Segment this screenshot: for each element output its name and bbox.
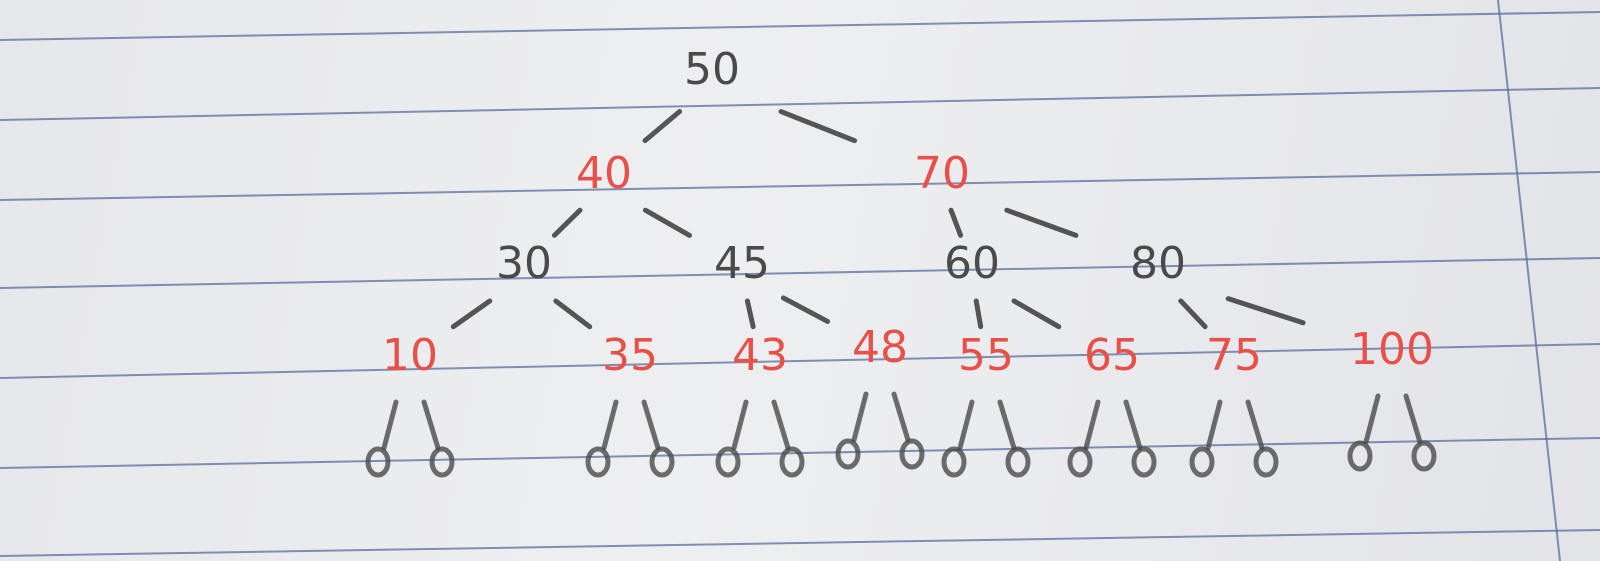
edge-n45-n43 [744, 298, 756, 330]
nil-leaf [365, 399, 399, 478]
nil-leaf [641, 399, 675, 478]
node-55: 55 [958, 330, 1014, 381]
node-45: 45 [714, 238, 770, 289]
node-75: 75 [1206, 330, 1262, 381]
edge-n50-n40 [642, 109, 683, 144]
node-70: 70 [914, 148, 970, 199]
margin-line [1497, 0, 1561, 561]
ruled-line [0, 87, 1600, 121]
node-43: 43 [732, 330, 788, 381]
node-10: 10 [382, 330, 438, 381]
node-35: 35 [602, 330, 658, 381]
edge-n40-n45 [642, 207, 693, 238]
edge-n70-n60 [948, 207, 964, 238]
edge-n70-n80 [1004, 207, 1079, 238]
node-60: 60 [944, 238, 1000, 289]
edge-n80-n75 [1178, 298, 1208, 330]
ruled-line [0, 343, 1600, 379]
node-65: 65 [1084, 330, 1140, 381]
edge-n60-n65 [1011, 298, 1062, 330]
nil-leaf [1245, 399, 1279, 478]
edge-n50-n70 [778, 109, 858, 144]
nil-leaf [997, 399, 1031, 478]
ruled-line [0, 11, 1600, 41]
nil-leaf [941, 399, 975, 478]
edge-n80-n100 [1225, 296, 1306, 326]
nil-leaf [585, 399, 619, 478]
tree-edges [450, 109, 1306, 330]
tree-nodes: 50 40 70 30 45 60 80 10 35 43 48 55 65 75 100 [382, 44, 1434, 381]
nil-leaf [421, 399, 455, 478]
node-30: 30 [496, 238, 552, 289]
edge-n45-n48 [780, 295, 831, 324]
node-100: 100 [1350, 324, 1434, 375]
nil-leaves [365, 391, 1437, 478]
nil-leaf [1067, 399, 1101, 478]
nil-leaf [835, 391, 869, 470]
nil-leaf [1347, 393, 1381, 472]
nil-leaf [1403, 393, 1437, 472]
node-50: 50 [684, 44, 740, 95]
edge-n40-n30 [551, 207, 583, 238]
nil-leaf [891, 391, 925, 470]
nil-leaf [1123, 399, 1157, 478]
edge-n30-n35 [553, 298, 593, 330]
node-48: 48 [852, 322, 908, 373]
node-80: 80 [1130, 238, 1186, 289]
nil-leaf [1189, 399, 1223, 478]
ruled-line [0, 257, 1600, 289]
edge-n60-n55 [973, 298, 984, 330]
ruled-line [0, 529, 1600, 557]
nil-leaf [771, 399, 805, 478]
node-40: 40 [576, 148, 632, 199]
nil-leaf [715, 399, 749, 478]
edge-n30-n10 [450, 298, 493, 330]
ruled-line [0, 171, 1600, 201]
